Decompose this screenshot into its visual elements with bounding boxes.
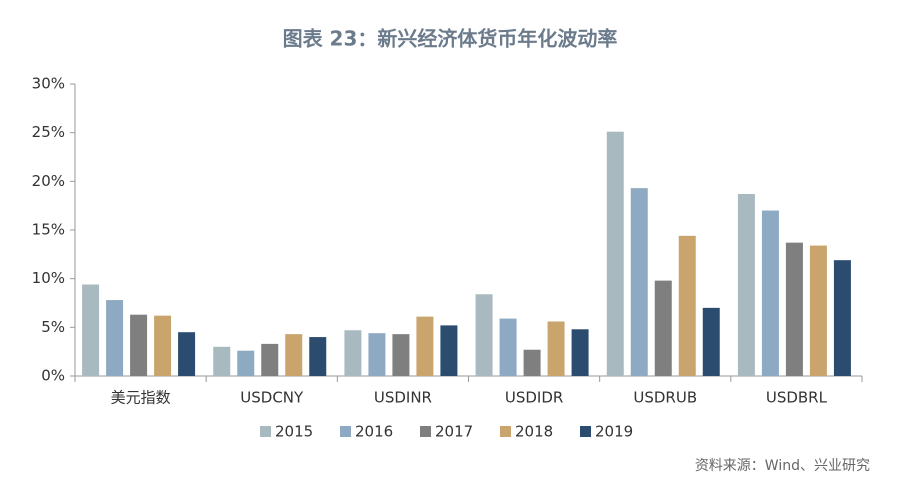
x-tick-label: USDINR — [374, 389, 432, 407]
bar — [785, 242, 803, 376]
bar — [833, 260, 851, 376]
bar — [499, 318, 517, 376]
bar — [606, 131, 624, 376]
y-tick-label: 20% — [32, 172, 65, 190]
legend-label: 2019 — [595, 423, 633, 441]
source-note: 资料来源：Wind、兴业研究 — [695, 458, 870, 474]
legend-label: 2017 — [435, 423, 473, 441]
y-tick-label: 15% — [32, 221, 65, 239]
bar — [571, 329, 589, 376]
bar — [440, 325, 458, 376]
y-tick-label: 5% — [41, 318, 65, 336]
x-tick-label: USDIDR — [505, 389, 563, 407]
bar — [761, 210, 779, 376]
legend-label: 2018 — [515, 423, 553, 441]
bar — [82, 284, 100, 376]
bar — [523, 349, 541, 376]
x-tick-label: 美元指数 — [111, 389, 171, 407]
bar — [809, 245, 827, 376]
bar — [309, 337, 327, 376]
bar — [547, 321, 565, 376]
bar — [475, 294, 493, 376]
legend-swatch — [260, 426, 271, 437]
bar — [702, 307, 720, 376]
bar — [237, 350, 255, 376]
bar — [416, 316, 434, 376]
legend-label: 2016 — [355, 423, 393, 441]
bar — [154, 315, 172, 376]
y-tick-label: 10% — [32, 269, 65, 287]
x-tick-label: USDBRL — [766, 389, 828, 407]
x-tick-label: USDCNY — [240, 389, 304, 407]
bar — [678, 235, 696, 376]
legend-swatch — [340, 426, 351, 437]
bar — [392, 334, 410, 376]
bar — [213, 346, 231, 376]
x-tick-label: USDRUB — [633, 389, 697, 407]
bar — [130, 314, 148, 376]
y-tick-label: 30% — [32, 75, 65, 93]
bar — [261, 343, 279, 376]
bar — [630, 188, 648, 376]
bar — [737, 193, 755, 376]
legend-label: 2015 — [275, 423, 313, 441]
legend-swatch — [420, 426, 431, 437]
bar — [178, 332, 196, 376]
bar — [285, 334, 303, 376]
legend-swatch — [580, 426, 591, 437]
bar — [654, 280, 672, 376]
y-tick-label: 0% — [41, 367, 65, 385]
chart-title: 图表 23：新兴经济体货币年化波动率 — [283, 27, 618, 51]
y-tick-label: 25% — [32, 123, 65, 141]
legend-swatch — [500, 426, 511, 437]
bar — [344, 330, 362, 376]
bar — [106, 300, 124, 376]
bar — [368, 333, 386, 376]
